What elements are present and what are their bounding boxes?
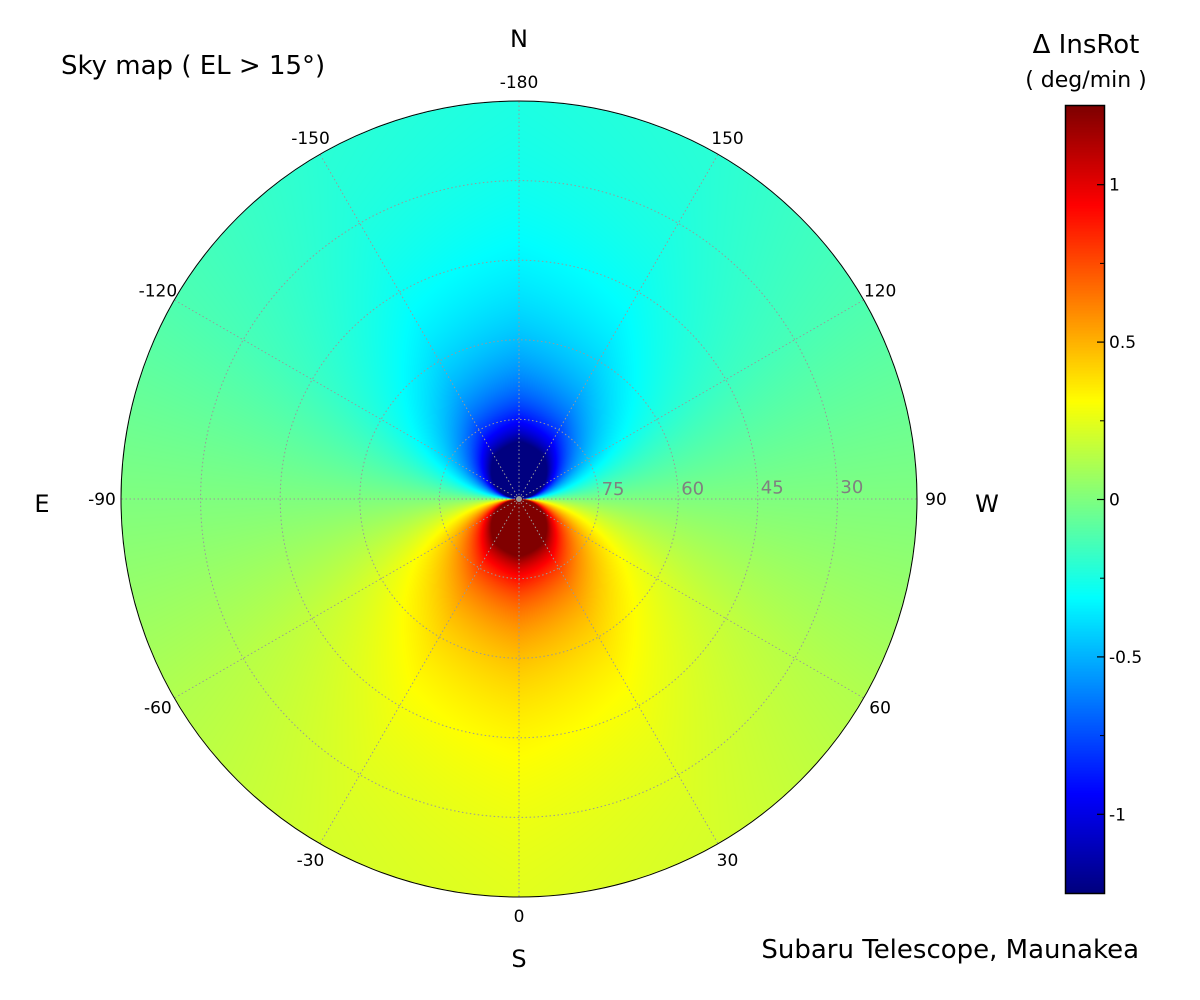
azimuth-spoke xyxy=(518,498,719,844)
compass-north: N xyxy=(510,25,528,53)
azimuth-spoke xyxy=(319,498,520,844)
colorbar-tick-label: -0.5 xyxy=(1109,648,1142,668)
azimuth-spoke xyxy=(518,498,864,699)
azimuth-spoke xyxy=(319,154,520,500)
azimuth-tick-label: 150 xyxy=(711,129,743,149)
azimuth-spoke xyxy=(518,299,864,500)
azimuth-tick-label: -180 xyxy=(500,73,539,93)
azimuth-tick-label: 60 xyxy=(869,699,891,719)
compass-west: W xyxy=(975,490,999,518)
polar-grid xyxy=(121,101,917,897)
azimuth-tick-labels: 0 30 60 90 120 150 -180 -150 -120 -90 -60 -30 xyxy=(88,73,947,927)
colorbar-tick-label: -1 xyxy=(1109,805,1126,825)
azimuth-tick-label: -120 xyxy=(139,282,178,302)
zenith-marker xyxy=(516,496,522,502)
azimuth-tick-label: -150 xyxy=(291,129,330,149)
colorbar-tick-label: 0 xyxy=(1109,491,1120,511)
horizon-circle xyxy=(120,100,918,898)
elevation-ring xyxy=(359,339,679,659)
azimuth-tick-label: -90 xyxy=(88,490,116,510)
colorbar-tick-label: 0.5 xyxy=(1109,333,1136,353)
elevation-ring xyxy=(279,259,759,739)
azimuth-tick-label: 0 xyxy=(514,907,525,927)
elevation-tick-labels: 75 60 45 30 xyxy=(602,477,864,500)
elevation-ring xyxy=(438,418,600,580)
colorbar-ticks: 1 0.5 0 -0.5 -1 xyxy=(1097,176,1142,825)
elevation-tick-label: 30 xyxy=(840,477,863,498)
azimuth-tick-label: 120 xyxy=(864,282,896,302)
azimuth-tick-label: 90 xyxy=(925,490,947,510)
compass-east: E xyxy=(34,490,49,518)
compass-south: S xyxy=(511,945,526,973)
azimuth-tick-label: -60 xyxy=(144,699,172,719)
colorbar-frame xyxy=(1064,104,1106,895)
chart-title: Sky map ( EL > 15°) xyxy=(61,51,325,81)
elevation-tick-label: 45 xyxy=(761,478,784,499)
elevation-ring xyxy=(200,180,838,818)
azimuth-tick-label: -30 xyxy=(297,851,325,871)
colorbar-title: Δ InsRot xyxy=(1033,30,1140,60)
colorbar-tick-label: 1 xyxy=(1109,176,1120,196)
azimuth-spoke xyxy=(518,154,719,500)
azimuth-tick-label: 30 xyxy=(717,851,739,871)
elevation-tick-label: 75 xyxy=(602,479,625,500)
footer-caption: Subaru Telescope, Maunakea xyxy=(761,935,1139,965)
azimuth-spoke xyxy=(174,299,520,500)
elevation-tick-label: 60 xyxy=(681,478,704,499)
colorbar-unit: ( deg/min ) xyxy=(1025,68,1147,93)
azimuth-spoke xyxy=(174,498,520,699)
